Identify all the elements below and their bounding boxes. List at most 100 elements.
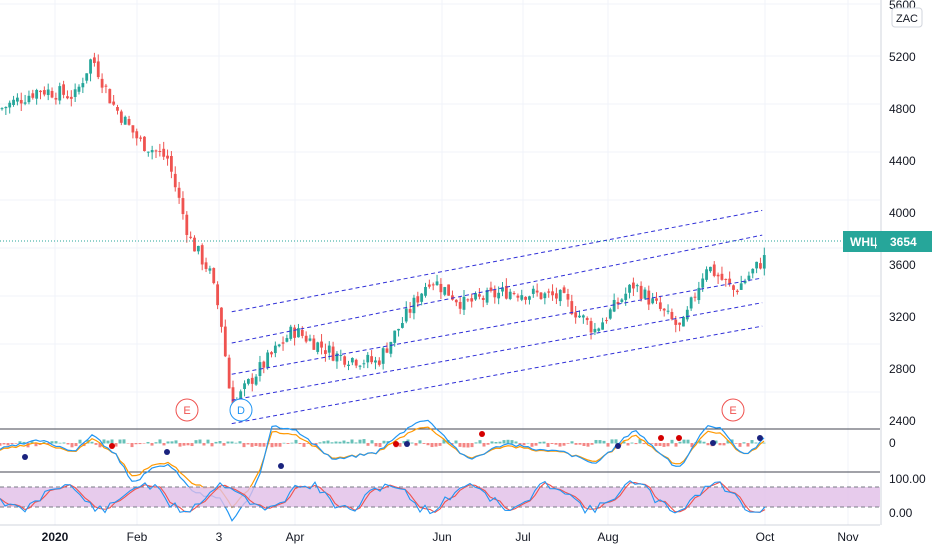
channel-line[interactable] bbox=[231, 234, 763, 344]
candle bbox=[16, 93, 19, 106]
channel-line[interactable] bbox=[231, 302, 763, 401]
macd-histogram-bar bbox=[566, 443, 570, 444]
macd-histogram-bar bbox=[358, 439, 362, 444]
macd-cross-dot bbox=[278, 463, 284, 469]
event-marker-dividend[interactable]: D bbox=[229, 398, 253, 422]
currency-button[interactable]: ZAC bbox=[891, 7, 923, 28]
macd-histogram-bar bbox=[478, 440, 482, 444]
candle bbox=[250, 373, 254, 392]
candle bbox=[293, 324, 296, 346]
candle bbox=[108, 88, 112, 104]
candle bbox=[173, 166, 177, 192]
macd-histogram-bar bbox=[58, 442, 62, 444]
macd-histogram-bar bbox=[522, 443, 526, 446]
candle bbox=[481, 295, 485, 308]
candle bbox=[712, 261, 716, 278]
candle bbox=[601, 317, 604, 330]
candle bbox=[27, 90, 31, 105]
macd-histogram-bar bbox=[170, 441, 174, 444]
stoch-band bbox=[0, 487, 880, 507]
candle bbox=[501, 282, 504, 297]
candle bbox=[682, 315, 685, 327]
macd-histogram-bar bbox=[294, 439, 298, 444]
candle bbox=[158, 143, 162, 157]
macd-cross-dot bbox=[676, 435, 682, 441]
candle bbox=[689, 296, 693, 311]
macd-histogram-bar bbox=[286, 443, 290, 444]
channel-line[interactable] bbox=[231, 209, 763, 313]
candle bbox=[189, 231, 193, 240]
time-axis[interactable]: 2020 Feb 3 Apr Jun Jul Aug Oct Nov bbox=[42, 530, 859, 544]
macd-histogram-bar bbox=[658, 443, 662, 446]
candle bbox=[547, 288, 551, 298]
macd-histogram-bar bbox=[194, 440, 198, 444]
candle bbox=[420, 292, 424, 306]
candle bbox=[262, 360, 266, 374]
candle bbox=[281, 336, 285, 351]
macd-histogram-bar bbox=[666, 443, 670, 447]
candle bbox=[100, 73, 104, 94]
event-marker-earnings[interactable]: E bbox=[175, 398, 199, 422]
macd-histogram-bar bbox=[762, 442, 766, 444]
macd-cross-dot bbox=[109, 443, 115, 449]
channel-line[interactable] bbox=[231, 277, 763, 375]
last-price-value: 3654 bbox=[890, 235, 917, 249]
macd-histogram-bar bbox=[414, 443, 418, 446]
candle bbox=[497, 286, 501, 305]
candle bbox=[81, 77, 85, 94]
candle bbox=[112, 94, 116, 106]
candle bbox=[162, 141, 166, 160]
candle bbox=[331, 341, 335, 362]
candle bbox=[693, 292, 697, 302]
candle bbox=[312, 334, 316, 350]
candle bbox=[466, 298, 470, 303]
macd-histogram-bar bbox=[526, 442, 530, 444]
macd-histogram-bar bbox=[434, 443, 438, 447]
candle bbox=[212, 267, 216, 285]
candle bbox=[297, 323, 300, 338]
stoch-k-line bbox=[0, 480, 766, 515]
macd-histogram-bar bbox=[138, 443, 142, 445]
candle bbox=[516, 293, 520, 302]
candle bbox=[485, 287, 489, 306]
macd-histogram-bar bbox=[758, 442, 762, 444]
event-label: E bbox=[183, 405, 190, 417]
macd-histogram-bar bbox=[214, 441, 218, 444]
candle bbox=[597, 327, 601, 333]
candle bbox=[285, 334, 289, 343]
candle bbox=[585, 316, 589, 325]
candle bbox=[716, 272, 720, 285]
candle bbox=[651, 292, 655, 305]
candle bbox=[139, 135, 142, 142]
stoch-tick-label: 100.00 bbox=[889, 472, 926, 486]
candle bbox=[243, 380, 246, 397]
candle bbox=[489, 281, 493, 293]
macd-histogram-bar bbox=[750, 440, 754, 444]
macd-histogram-bar bbox=[610, 439, 614, 444]
macd-histogram-bar bbox=[70, 443, 74, 448]
macd-histogram-bar bbox=[578, 443, 582, 445]
candle bbox=[578, 310, 581, 319]
macd-histogram-bar bbox=[334, 441, 338, 444]
candle bbox=[427, 279, 431, 289]
macd-histogram-bar bbox=[594, 439, 598, 444]
macd-histogram-bar bbox=[126, 443, 130, 444]
macd-histogram-bar bbox=[678, 441, 682, 444]
candle bbox=[289, 324, 293, 341]
channel-line[interactable] bbox=[231, 325, 763, 425]
candle bbox=[89, 58, 92, 82]
macd-histogram-bar bbox=[230, 441, 234, 444]
candle bbox=[335, 351, 339, 369]
candle bbox=[223, 319, 227, 358]
macd-histogram-bar bbox=[630, 442, 634, 444]
ticker-symbol: WHL bbox=[850, 235, 877, 249]
candle bbox=[416, 291, 420, 308]
macd-histogram-bar bbox=[2, 443, 6, 445]
event-marker-earnings[interactable]: E bbox=[721, 398, 745, 422]
macd-histogram-bar bbox=[206, 439, 210, 444]
candle bbox=[685, 306, 689, 322]
regression-channel[interactable] bbox=[231, 209, 763, 425]
macd-histogram-bar bbox=[558, 443, 562, 447]
